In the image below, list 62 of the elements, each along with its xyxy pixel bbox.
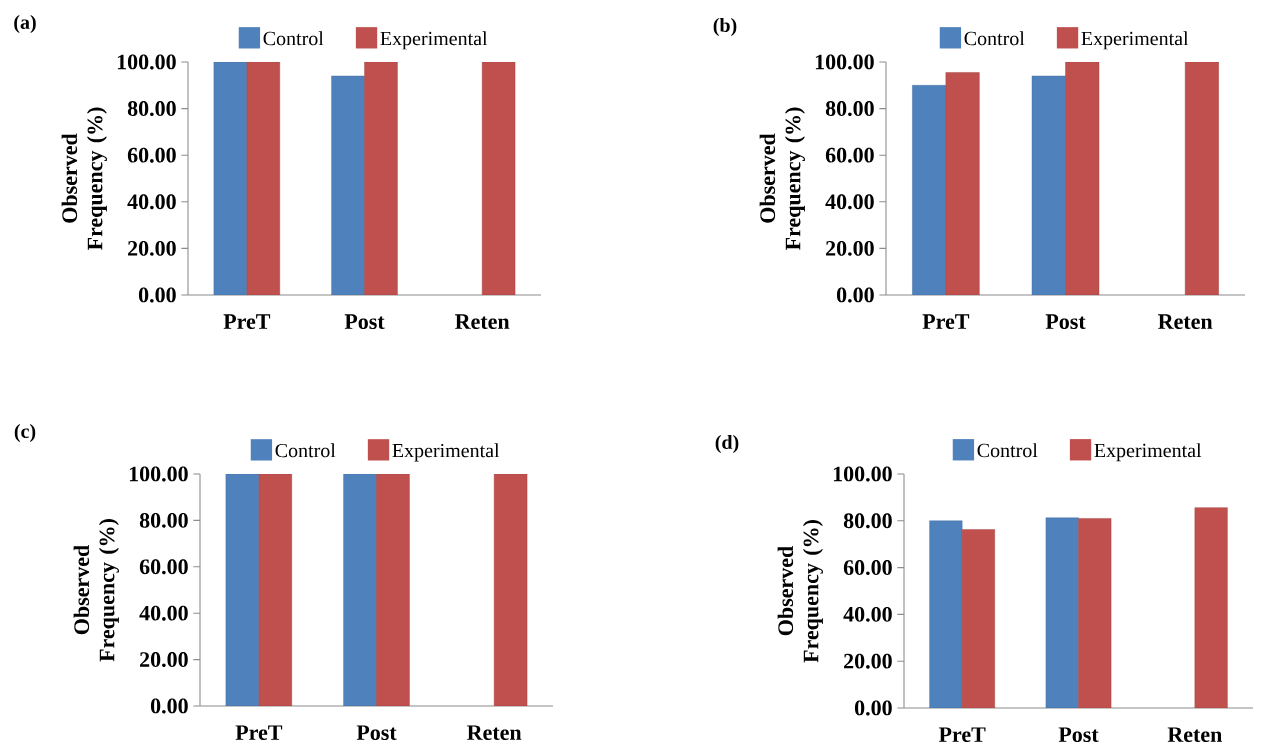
y-tick-label: 80.00 — [139, 512, 188, 528]
y-tick-label: 80.00 — [127, 101, 176, 117]
legend-label: Experimental — [1081, 31, 1189, 50]
bar — [912, 85, 947, 295]
bar — [945, 72, 980, 295]
bar — [929, 520, 963, 708]
y-tick-label: 60.00 — [825, 147, 874, 163]
y-axis-title: Observed Frequency (%) — [73, 519, 119, 662]
bar — [1078, 518, 1112, 708]
legend-label: Control — [977, 443, 1038, 458]
y-tick-label: 60.00 — [843, 560, 892, 576]
x-tick-label: PreT — [922, 314, 970, 329]
text: (b) — [713, 17, 737, 37]
y-axis-title: Observed Frequency (%) — [777, 520, 823, 663]
legend-label: Experimental — [392, 443, 500, 462]
y-tick-label: 60.00 — [127, 147, 176, 163]
legend-label: Control — [275, 443, 336, 458]
x-tick-label: PreT — [235, 725, 283, 740]
y-tick-label: 0.00 — [138, 287, 176, 303]
y-tick-label: 80.00 — [843, 513, 892, 529]
bar — [1184, 62, 1219, 295]
bar — [1194, 507, 1228, 708]
y-tick-label: 100.00 — [815, 54, 874, 70]
y-tick-label: 40.00 — [139, 605, 188, 621]
legend-label: Experimental — [1094, 443, 1202, 462]
legend-label: Control — [964, 31, 1025, 46]
text: (d) — [715, 434, 739, 454]
bar — [1065, 62, 1100, 295]
y-tick-label: 100.00 — [833, 466, 892, 482]
x-tick-label: Reten — [1158, 314, 1213, 329]
y-tick-label: 0.00 — [836, 287, 874, 303]
y-tick-label: 0.00 — [854, 700, 892, 716]
y-tick-label: 100.00 — [117, 54, 176, 70]
x-tick-label: Post — [356, 725, 397, 740]
bar — [1045, 517, 1079, 708]
y-tick-label: 40.00 — [127, 194, 176, 210]
y-tick-label: 0.00 — [150, 698, 188, 714]
y-tick-label: 20.00 — [826, 240, 874, 256]
x-tick-label: Reten — [455, 314, 510, 329]
x-tick-label: Post — [1045, 314, 1086, 329]
x-tick-label: PreT — [938, 727, 986, 742]
x-tick-label: Post — [344, 314, 385, 329]
y-tick-label: 20.00 — [128, 240, 176, 256]
y-axis-title: Observed Frequency (%) — [61, 107, 107, 251]
y-tick-label: 60.00 — [139, 559, 188, 575]
x-tick-label: Post — [1058, 727, 1099, 742]
bar — [1031, 75, 1066, 295]
x-tick-label: Reten — [467, 725, 522, 740]
y-tick-label: 20.00 — [844, 653, 892, 669]
bar — [961, 529, 995, 708]
y-tick-label: 40.00 — [843, 606, 892, 622]
y-tick-label: 20.00 — [140, 652, 188, 668]
text: (c) — [14, 423, 36, 443]
legend-label: Experimental — [380, 31, 488, 50]
y-tick-label: 80.00 — [825, 101, 874, 117]
text: (a) — [14, 14, 36, 34]
y-tick-label: 100.00 — [129, 466, 188, 482]
x-tick-label: PreT — [223, 314, 271, 329]
x-tick-label: Reten — [1167, 727, 1222, 742]
y-tick-label: 40.00 — [825, 194, 874, 210]
y-axis-title: Observed Frequency (%) — [759, 107, 805, 251]
legend-label: Control — [263, 31, 324, 46]
